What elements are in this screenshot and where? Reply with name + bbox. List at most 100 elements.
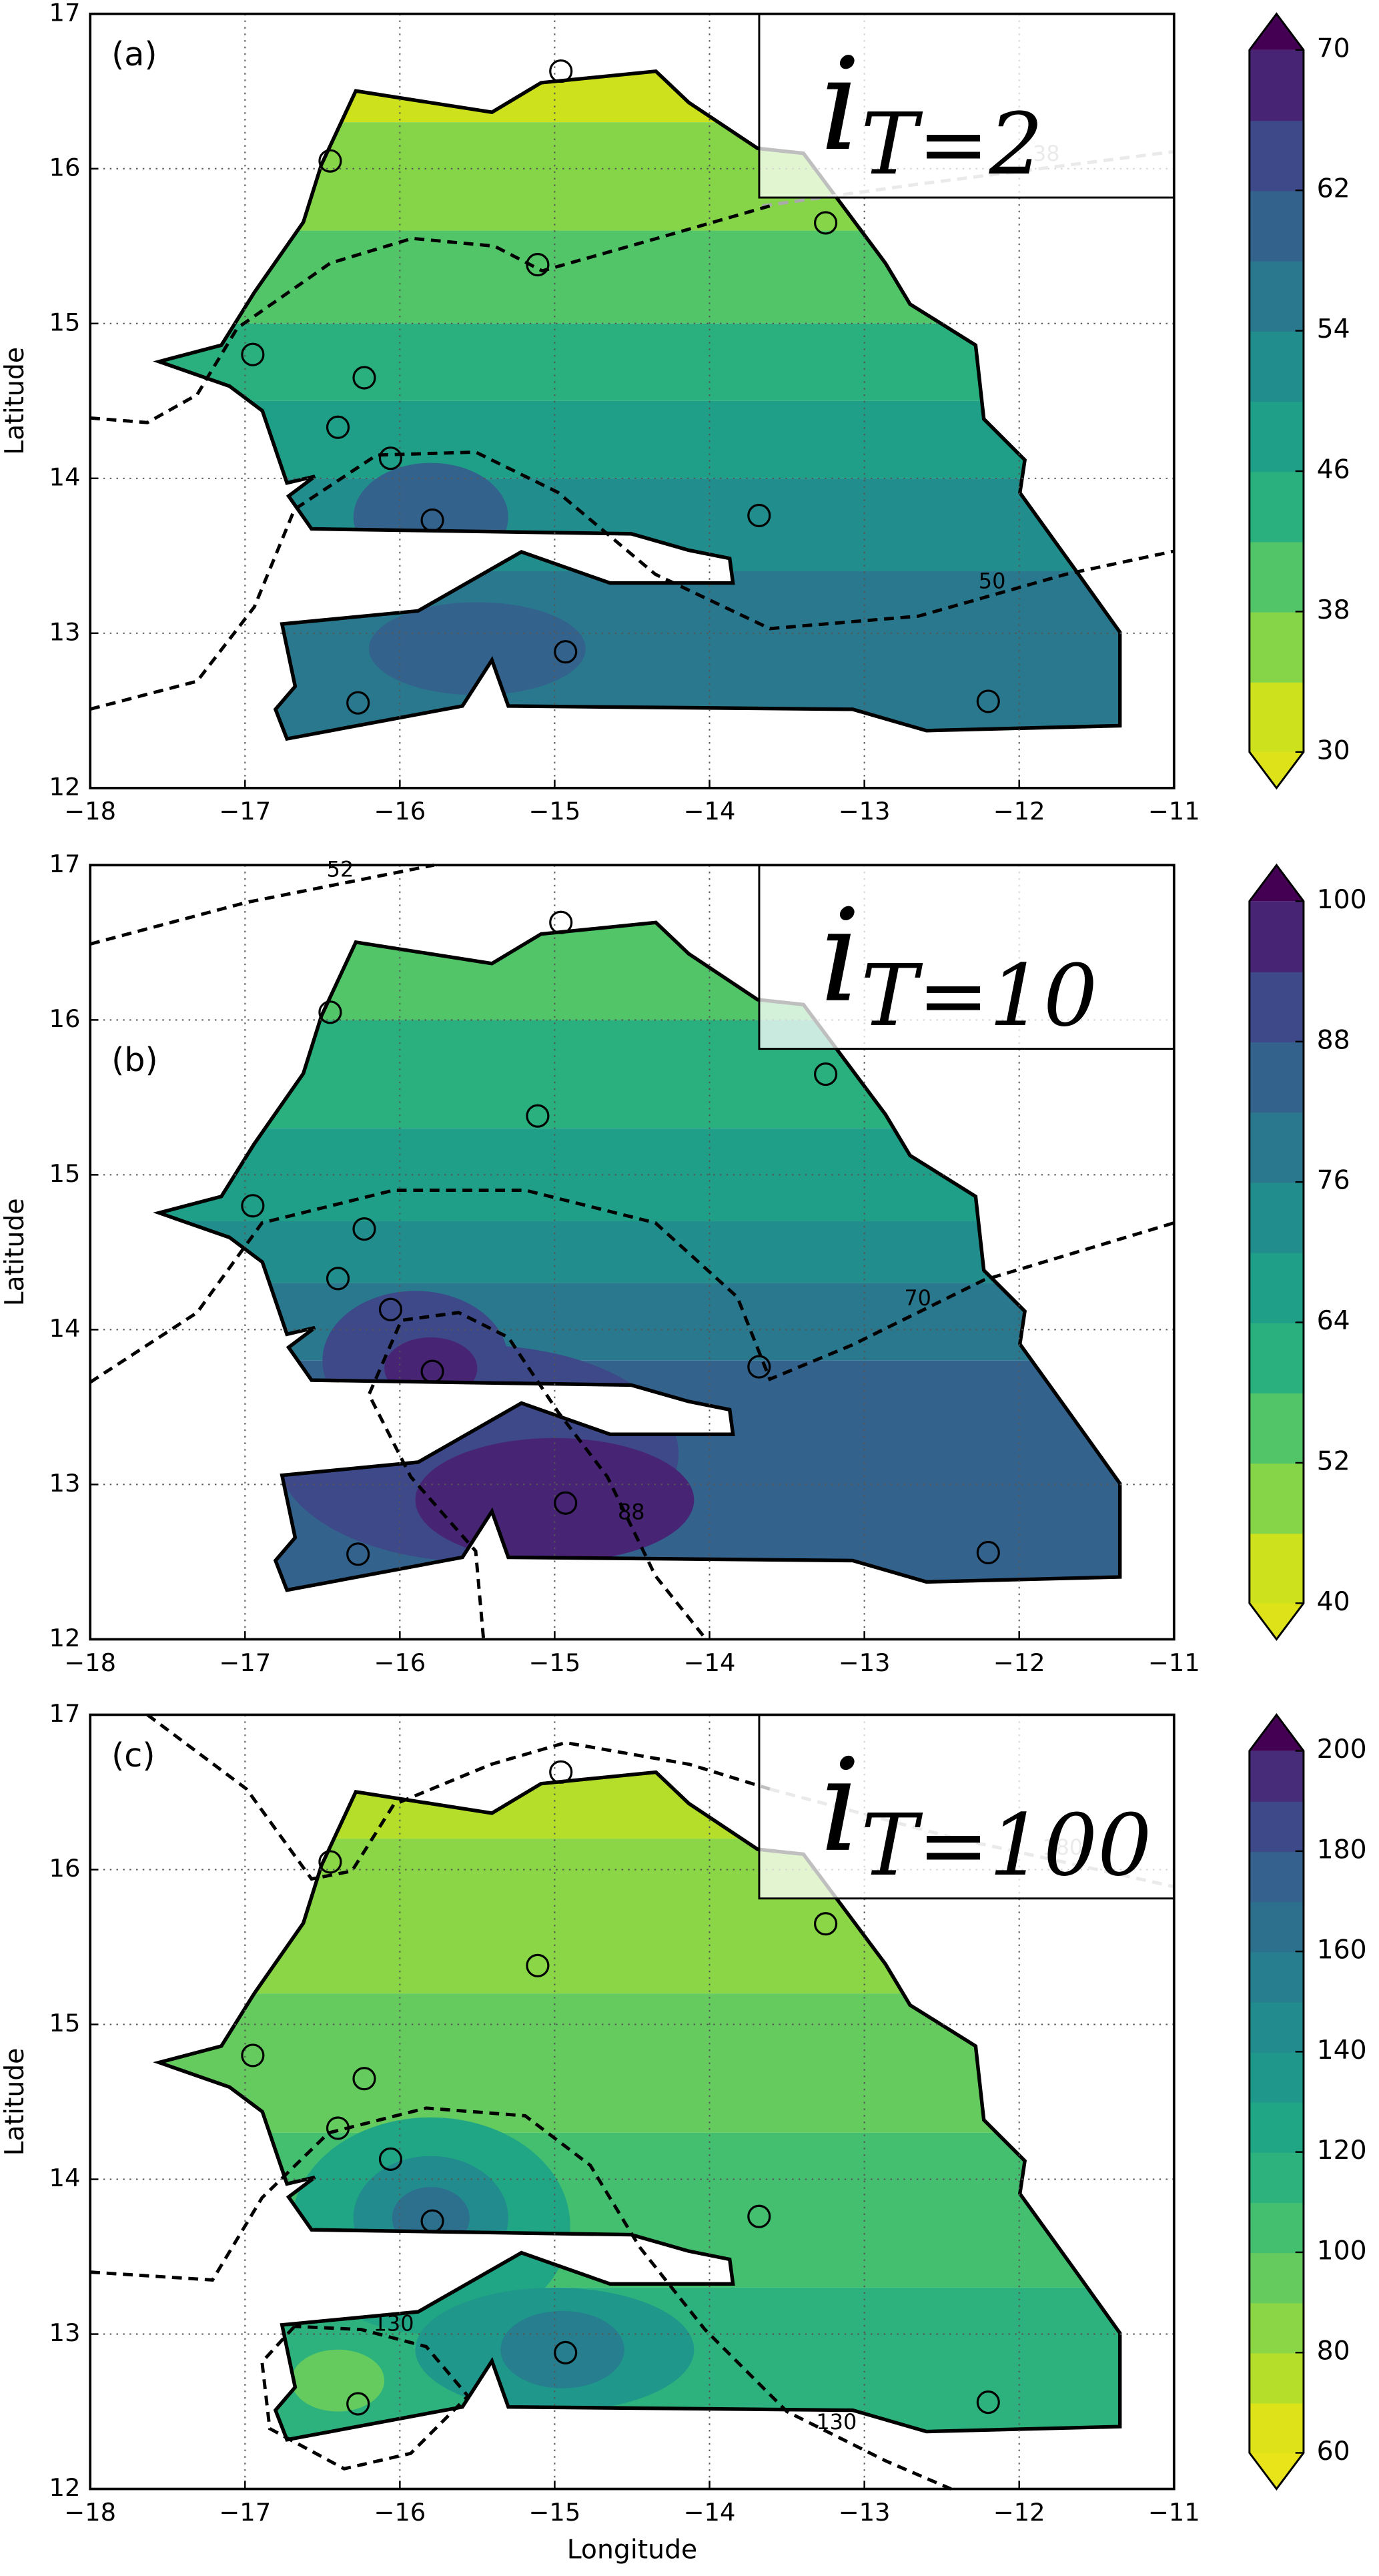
panel-label: (a) [111, 35, 157, 73]
title-main: i [820, 882, 861, 1030]
station [318, 1850, 342, 1874]
x-tick-label: −13 [839, 797, 891, 826]
colorbar-band [1249, 190, 1304, 262]
y-axis-label: Latitude [0, 347, 30, 455]
colorbar-band [1249, 2102, 1304, 2153]
x-tick-label: −18 [64, 2498, 116, 2527]
station [318, 149, 342, 173]
x-tick-label: −17 [219, 2498, 271, 2527]
colorbar-extend-under [1249, 751, 1304, 788]
colorbar-tick-label: 200 [1317, 1734, 1367, 1764]
colorbar-band [1249, 611, 1304, 683]
colorbar-band [1249, 1750, 1304, 1802]
y-tick-label: 13 [49, 2318, 81, 2347]
station [747, 1355, 771, 1379]
contour-label: 88 [618, 1499, 645, 1524]
y-tick-label: 14 [49, 1314, 81, 1343]
y-tick-label: 12 [49, 772, 81, 801]
x-tick-label: −12 [993, 1648, 1045, 1677]
colorbar-tick-label: 52 [1317, 1446, 1350, 1476]
station [326, 415, 350, 439]
station [976, 689, 1000, 713]
y-tick-label: 16 [49, 1004, 81, 1033]
station [420, 508, 444, 533]
station [976, 2390, 1000, 2414]
colorbar-tick-label: 30 [1317, 735, 1350, 765]
x-tick-label: −14 [684, 1648, 736, 1677]
colorbar-tick-label: 120 [1317, 2136, 1367, 2166]
colorbar-tick-label: 46 [1317, 454, 1350, 485]
x-tick-label: −15 [529, 1648, 581, 1677]
colorbar-tick-label: 64 [1317, 1306, 1350, 1336]
colorbar-tick-label: 100 [1317, 885, 1367, 915]
contour-band [159, 230, 1120, 324]
colorbar-tick-label: 160 [1317, 1935, 1367, 1965]
contour-band [159, 1283, 1120, 1361]
colorbar-band [1249, 2001, 1304, 2053]
colorbar-tick-label: 70 [1317, 33, 1350, 63]
y-tick-label: 17 [49, 850, 81, 878]
x-tick-label: −12 [993, 797, 1045, 826]
y-tick-label: 16 [49, 1854, 81, 1883]
colorbar-band [1249, 1041, 1304, 1113]
contour-line [89, 450, 1175, 711]
x-tick-label: −18 [64, 1648, 116, 1677]
x-tick-label: −11 [1148, 1648, 1200, 1677]
contour-line [89, 1189, 1175, 1384]
colorbar-extend-over [1249, 13, 1304, 50]
x-tick-label: −16 [374, 797, 426, 826]
contour-band [353, 462, 508, 572]
colorbar-tick-label: 76 [1317, 1166, 1350, 1196]
contour-label: 130 [374, 2311, 414, 2336]
station [326, 1267, 350, 1291]
station [326, 2116, 350, 2140]
colorbar-band [1249, 120, 1304, 192]
station [346, 691, 370, 715]
x-tick-label: −16 [374, 1648, 426, 1677]
station [554, 1491, 578, 1515]
colorbar-band [1249, 971, 1304, 1043]
station [352, 2067, 376, 2091]
colorbar-tick-label: 80 [1317, 2336, 1350, 2366]
x-tick-label: −13 [839, 1648, 891, 1677]
y-axis-label: Latitude [0, 2048, 30, 2156]
x-tick-label: −15 [529, 2498, 581, 2527]
colorbar-band [1249, 2051, 1304, 2103]
colorbar-tick-label: 54 [1317, 314, 1350, 344]
station [241, 1194, 265, 1218]
contour-label: 70 [904, 1285, 931, 1311]
station [420, 2209, 444, 2233]
colorbar-extend-over [1249, 865, 1304, 902]
x-tick-label: −16 [374, 2498, 426, 2527]
y-tick-label: 14 [49, 462, 81, 491]
x-tick-label: −11 [1148, 2498, 1200, 2527]
x-tick-label: −11 [1148, 797, 1200, 826]
colorbar-band [1249, 1901, 1304, 1953]
colorbar-tick-label: 60 [1317, 2437, 1350, 2467]
colorbar-band [1249, 1322, 1304, 1394]
colorbar-tick-label: 62 [1317, 174, 1350, 204]
contour-band [159, 1993, 1120, 2133]
contour-band [159, 1128, 1120, 1221]
title-box [758, 13, 1176, 199]
title-main: i [820, 1731, 861, 1880]
contour-band [384, 1337, 478, 1399]
plot-frame [89, 864, 1176, 1641]
station [526, 253, 550, 277]
y-tick-label: 13 [49, 617, 81, 646]
panel-title: iT=100 [820, 1731, 1152, 1895]
station [346, 2392, 370, 2416]
colorbar-band [1249, 1462, 1304, 1534]
contour-line [260, 2324, 470, 2471]
colorbar-tick-label: 88 [1317, 1025, 1350, 1055]
colorbar-band [1249, 1392, 1304, 1464]
colorbar-band [1249, 2302, 1304, 2354]
station [549, 59, 573, 83]
station [526, 1104, 550, 1128]
y-tick-label: 14 [49, 2164, 81, 2192]
title-subscript: T=10 [861, 946, 1097, 1046]
x-tick-label: −14 [684, 797, 736, 826]
x-tick-label: −12 [993, 2498, 1045, 2527]
